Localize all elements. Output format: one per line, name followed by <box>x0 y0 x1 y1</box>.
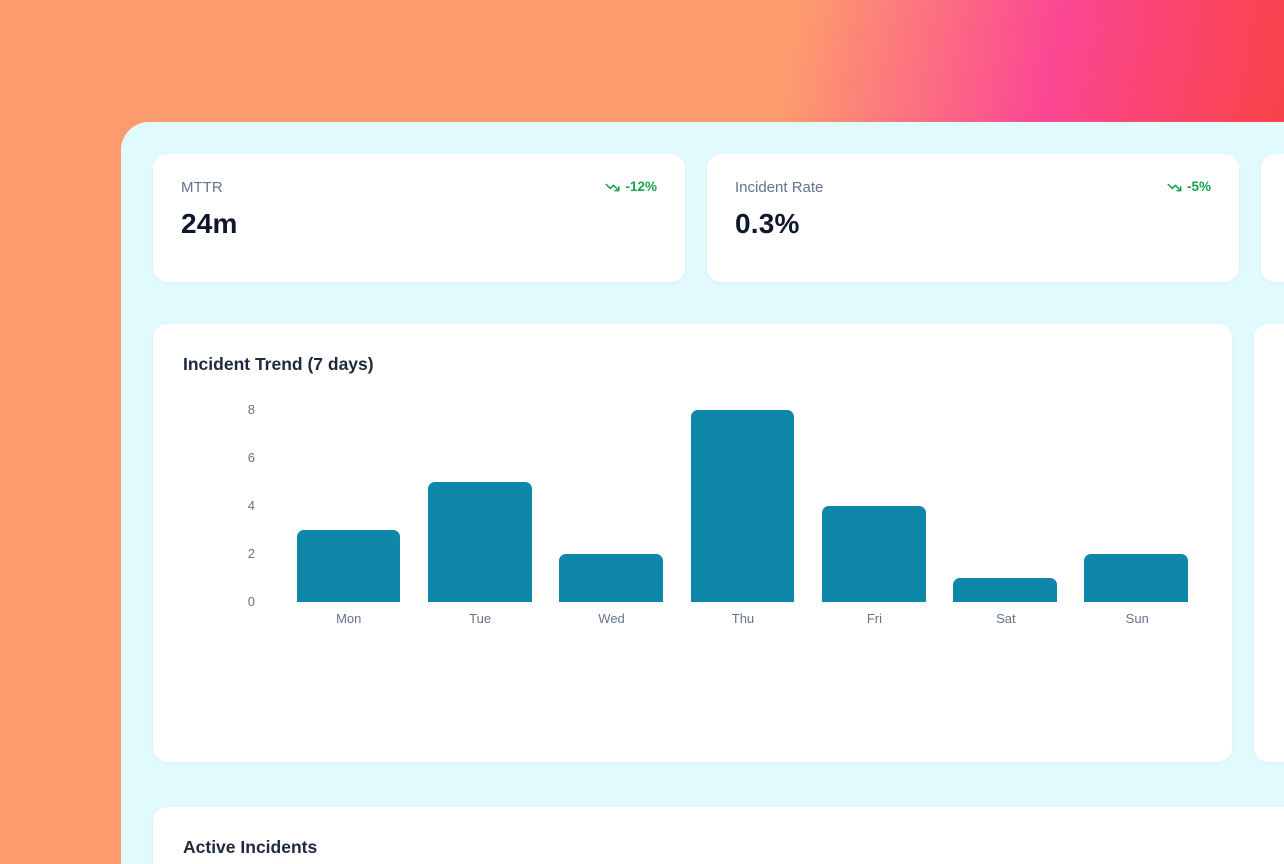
bar-chart: 0 2 4 6 8 <box>183 402 1202 609</box>
bar-wed <box>559 554 664 602</box>
y-tick-label: 8 <box>247 402 255 417</box>
bar-slot <box>546 410 677 602</box>
bar-slot <box>808 410 939 602</box>
kpi-card-header: Incident Rate -5% <box>735 178 1211 198</box>
dashboard-panel: MTTR -12% 24m Incident Rate <box>121 122 1284 864</box>
kpi-card-incident-rate: Incident Rate -5% 0.3% <box>707 154 1239 282</box>
bar-slot <box>677 410 808 602</box>
bar-slot <box>939 410 1070 602</box>
kpi-value: 0.3% <box>735 208 800 239</box>
trending-down-icon <box>605 180 620 195</box>
kpi-trend-value: -12% <box>625 179 657 194</box>
bar-fri <box>821 506 926 602</box>
kpi-trend-badge: -5% <box>1167 178 1211 196</box>
y-tick-label: 4 <box>247 498 255 513</box>
x-tick-label: Wed <box>598 611 625 626</box>
kpi-trend-badge: -12% <box>605 178 657 196</box>
kpi-card-header: MTTR -12% <box>181 178 657 198</box>
x-tick-label: Mon <box>336 611 362 626</box>
kpi-card-mttr: MTTR -12% 24m <box>153 154 685 282</box>
kpi-row: MTTR -12% 24m Incident Rate <box>153 154 1284 282</box>
y-tick-label: 2 <box>247 546 255 561</box>
x-tick-label: Fri <box>866 611 882 626</box>
incident-trend-card: Incident Trend (7 days) 0 2 4 6 8 Mon Tue Wed T… <box>153 324 1232 762</box>
active-incidents-title: Active Incidents <box>183 837 318 857</box>
bar-slot <box>1071 410 1202 602</box>
x-tick-label: Thu <box>731 611 755 626</box>
x-tick-label: Tue <box>469 611 492 626</box>
bar-slot <box>414 410 545 602</box>
chart-x-labels: Mon Tue Wed Thu Fri Sat Sun <box>283 611 1203 626</box>
y-tick-label: 6 <box>247 450 255 465</box>
chart-y-axis: 0 2 4 6 8 <box>183 402 283 609</box>
bar-sat <box>953 578 1057 602</box>
kpi-value: 24m <box>181 208 238 239</box>
bar-slot <box>283 410 414 602</box>
trending-down-icon <box>1167 180 1182 195</box>
chart-plot <box>283 410 1202 602</box>
bar-sun <box>1084 554 1189 602</box>
chart-title: Incident Trend (7 days) <box>183 354 374 374</box>
bar-tue <box>428 482 532 602</box>
kpi-label: Incident Rate <box>735 179 824 196</box>
kpi-label: MTTR <box>181 179 223 196</box>
x-tick-label: Sun <box>1125 611 1149 626</box>
kpi-trend-value: -5% <box>1186 179 1211 194</box>
bottom-row: Active Incidents <box>153 807 1284 864</box>
chart-row: Incident Trend (7 days) 0 2 4 6 8 Mon Tue Wed T… <box>153 324 1284 762</box>
active-incidents-card: Active Incidents <box>153 807 1284 864</box>
secondary-card-partial <box>1254 324 1284 762</box>
bar-thu <box>690 410 795 602</box>
kpi-card-partial <box>1261 154 1284 282</box>
bar-mon <box>296 530 401 602</box>
y-tick-label: 0 <box>247 594 255 609</box>
x-tick-label: Sat <box>996 611 1016 626</box>
